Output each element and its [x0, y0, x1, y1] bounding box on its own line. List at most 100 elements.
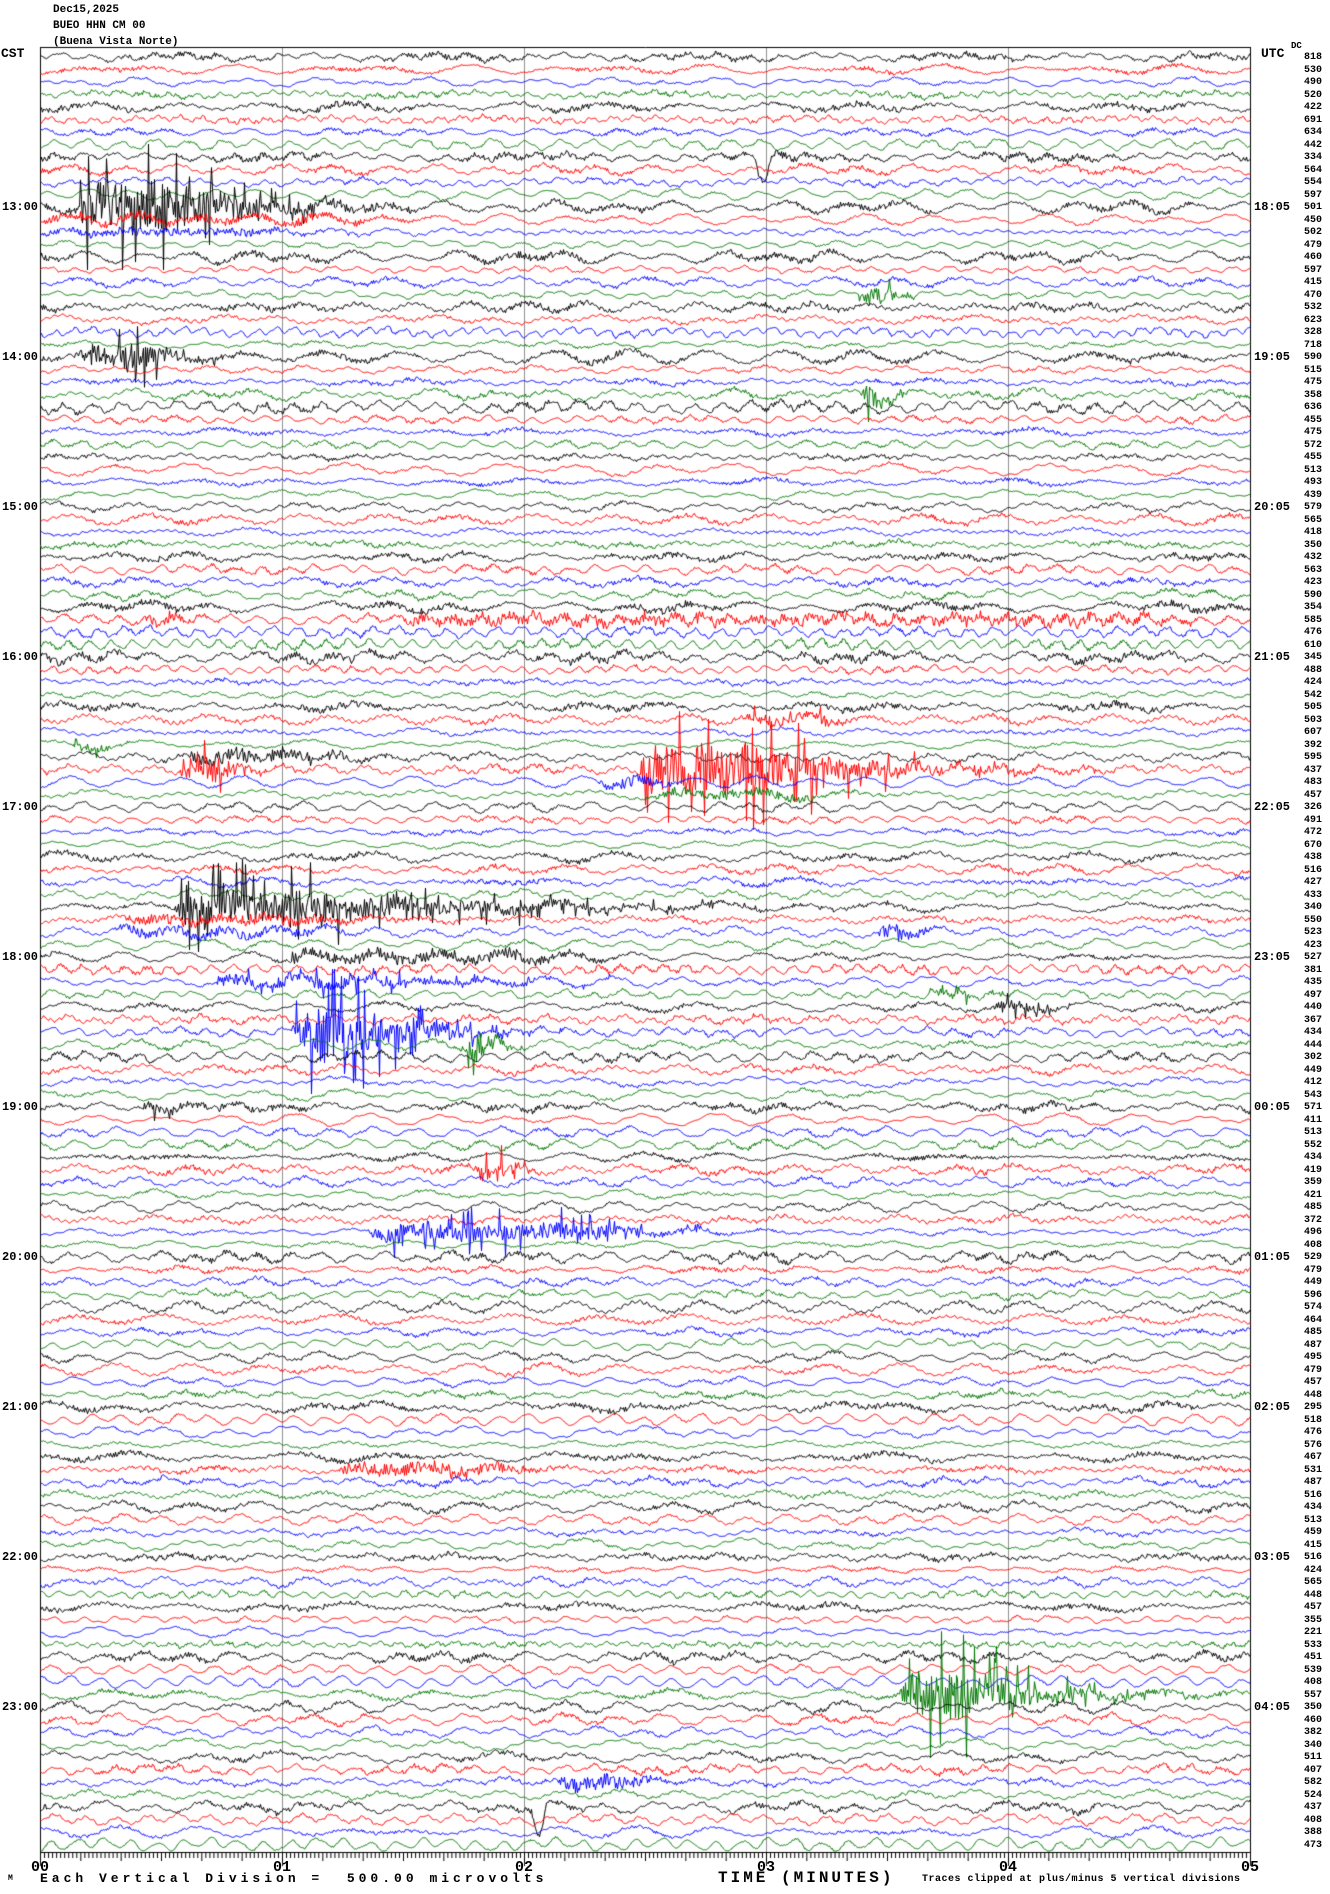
dc-value: 497	[1303, 989, 1322, 1001]
hour-label-left: 23:00	[2, 1700, 39, 1714]
hour-label-left: 17:00	[2, 800, 39, 814]
dc-value: 382	[1303, 1727, 1322, 1738]
dc-value: 459	[1303, 1527, 1322, 1538]
dc-value: 533	[1303, 1639, 1322, 1651]
header-date: Dec15,2025	[53, 4, 120, 16]
dc-value: 408	[1303, 1677, 1322, 1688]
x-tick-label: 01	[272, 1859, 291, 1876]
dc-value: 518	[1303, 1414, 1322, 1426]
dc-value: 511	[1303, 1752, 1322, 1763]
dc-value: 501	[1303, 202, 1322, 213]
dc-value: 419	[1303, 1164, 1322, 1176]
dc-value: 542	[1303, 689, 1322, 701]
dc-value: 345	[1303, 652, 1322, 663]
dc-value: 408	[1303, 1239, 1322, 1251]
x-tick-label: 02	[514, 1859, 533, 1876]
dc-value: 485	[1303, 1327, 1322, 1338]
dc-value: 476	[1303, 627, 1322, 638]
dc-value: 433	[1303, 889, 1322, 901]
dc-value: 464	[1303, 1314, 1322, 1326]
dc-value: 350	[1303, 1702, 1322, 1713]
dc-value: 434	[1303, 1152, 1322, 1163]
dc-value: 381	[1303, 964, 1322, 976]
dc-value: 496	[1303, 1227, 1322, 1238]
dc-value: 451	[1303, 1652, 1322, 1663]
dc-value: 392	[1303, 739, 1322, 751]
dc-value: 576	[1303, 1439, 1322, 1451]
dc-value: 475	[1303, 427, 1322, 438]
dc-value: 636	[1303, 402, 1322, 413]
dc-value: 579	[1303, 502, 1322, 513]
dc-value: 691	[1303, 114, 1322, 126]
dc-value: 475	[1303, 377, 1322, 388]
dc-value: 424	[1303, 677, 1322, 688]
hour-label-left: 15:00	[2, 500, 39, 514]
dc-value: 590	[1303, 352, 1322, 363]
dc-value: 422	[1303, 102, 1322, 113]
dc-value: 440	[1303, 1002, 1322, 1013]
dc-value: 571	[1303, 1102, 1322, 1113]
dc-value: 408	[1303, 1814, 1322, 1826]
dc-value: 516	[1303, 864, 1322, 876]
dc-value: 670	[1303, 839, 1322, 851]
dc-value: 513	[1303, 1514, 1322, 1526]
dc-value: 460	[1303, 1714, 1322, 1726]
dc-value: 479	[1303, 1364, 1322, 1376]
hour-label-right: 18:05	[1254, 200, 1291, 214]
dc-value: 487	[1303, 1339, 1322, 1351]
dc-value: 457	[1303, 789, 1322, 801]
dc-value: 516	[1303, 1552, 1322, 1563]
dc-value: 572	[1303, 439, 1322, 451]
hour-label-right: 22:05	[1254, 800, 1291, 814]
dc-value: 448	[1303, 1589, 1322, 1601]
dc-value: 442	[1303, 139, 1322, 151]
dc-value: 515	[1303, 364, 1322, 376]
dc-value: 457	[1303, 1377, 1322, 1388]
dc-value: 491	[1303, 814, 1322, 826]
dc-value: 444	[1303, 1039, 1322, 1051]
dc-value: 460	[1303, 252, 1322, 263]
hour-label-right: 20:05	[1254, 500, 1291, 514]
dc-value: 597	[1303, 264, 1322, 276]
dc-value: 328	[1303, 327, 1322, 338]
dc-value: 520	[1303, 89, 1322, 101]
dc-value: 295	[1303, 1402, 1322, 1413]
dc-value: 610	[1303, 639, 1322, 651]
dc-value: 623	[1303, 314, 1322, 326]
dc-value: 340	[1303, 902, 1322, 913]
dc-value: 472	[1303, 827, 1322, 838]
dc-value: 358	[1303, 389, 1322, 401]
dc-value: 449	[1303, 1277, 1322, 1288]
dc-value: 564	[1303, 164, 1322, 176]
hour-label-right: 23:05	[1254, 950, 1291, 964]
dc-value: 367	[1303, 1014, 1322, 1026]
dc-value: 543	[1303, 1089, 1322, 1101]
dc-value: 490	[1303, 77, 1322, 88]
dc-value: 388	[1303, 1827, 1322, 1838]
hour-label-right: 02:05	[1254, 1400, 1291, 1414]
dc-value: 302	[1303, 1052, 1322, 1063]
dc-value: 423	[1303, 577, 1322, 588]
dc-value: 524	[1303, 1789, 1322, 1801]
dc-value: 372	[1303, 1214, 1322, 1226]
dc-value: 473	[1303, 1839, 1322, 1851]
hour-label-left: 13:00	[2, 200, 39, 214]
dc-value: 485	[1303, 1202, 1322, 1213]
x-tick-label: 04	[998, 1859, 1017, 1876]
dc-value: 718	[1303, 339, 1322, 351]
dc-value: 423	[1303, 939, 1322, 951]
dc-value: 354	[1303, 602, 1322, 613]
dc-value: 634	[1303, 127, 1322, 138]
dc-value: 539	[1303, 1664, 1322, 1676]
dc-value: 607	[1303, 727, 1322, 738]
dc-value: 448	[1303, 1389, 1322, 1401]
dc-value: 818	[1303, 52, 1322, 63]
hour-label-left: 21:00	[2, 1400, 39, 1414]
hour-label-left: 14:00	[2, 350, 39, 364]
dc-value: 434	[1303, 1502, 1322, 1513]
dc-value: 502	[1303, 227, 1322, 238]
hour-label-left: 16:00	[2, 650, 39, 664]
dc-value: 488	[1303, 664, 1322, 676]
dc-value: 427	[1303, 877, 1322, 888]
dc-value: 550	[1303, 914, 1322, 926]
